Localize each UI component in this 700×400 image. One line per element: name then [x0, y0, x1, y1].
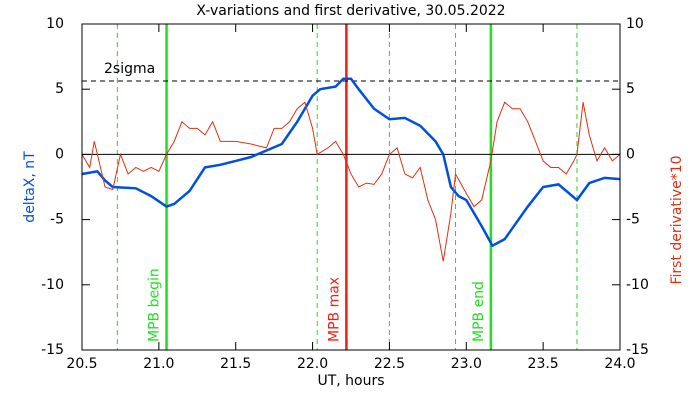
- x-tick-label: 22.0: [297, 356, 328, 372]
- x-tick-label: 21.5: [220, 356, 251, 372]
- vertical-line-label: MPB begin: [147, 268, 163, 342]
- chart-title: X-variations and first derivative, 30.05…: [196, 3, 505, 19]
- data-line: [81, 101, 621, 262]
- y2-tick-label: -15: [626, 342, 649, 358]
- x-tick-label: 22.5: [374, 356, 405, 372]
- x-tick-label: 20.5: [66, 356, 97, 372]
- y-tick-label: 10: [46, 16, 64, 32]
- y-tick-label: 5: [55, 81, 64, 97]
- vertical-line-label: MPB end: [471, 281, 487, 342]
- y2-tick-label: 10: [626, 16, 644, 32]
- x-tick-label: 21.0: [143, 356, 174, 372]
- vertical-line-label: MPB max: [326, 277, 342, 342]
- y-tick-label: -5: [50, 212, 64, 228]
- x-axis-label: UT, hours: [317, 373, 384, 389]
- y-tick-label: -15: [41, 342, 64, 358]
- y-tick-label: 0: [55, 146, 64, 162]
- y2-tick-label: 5: [626, 81, 635, 97]
- y2-tick-label: -5: [626, 212, 640, 228]
- y2-tick-label: 0: [626, 146, 635, 162]
- data-line: [81, 77, 621, 248]
- horizontal-line-label: 2sigma: [104, 61, 155, 77]
- x-tick-label: 24.0: [604, 356, 635, 372]
- y2-tick-label: -10: [626, 277, 649, 293]
- y-tick-label: -10: [41, 277, 64, 293]
- y2-axis-label: First derivative*10: [669, 155, 685, 284]
- plot-frame: [81, 23, 621, 351]
- x-tick-label: 23.0: [451, 356, 482, 372]
- y-axis-label: deltaX, nT: [22, 151, 38, 223]
- x-tick-label: 23.5: [528, 356, 559, 372]
